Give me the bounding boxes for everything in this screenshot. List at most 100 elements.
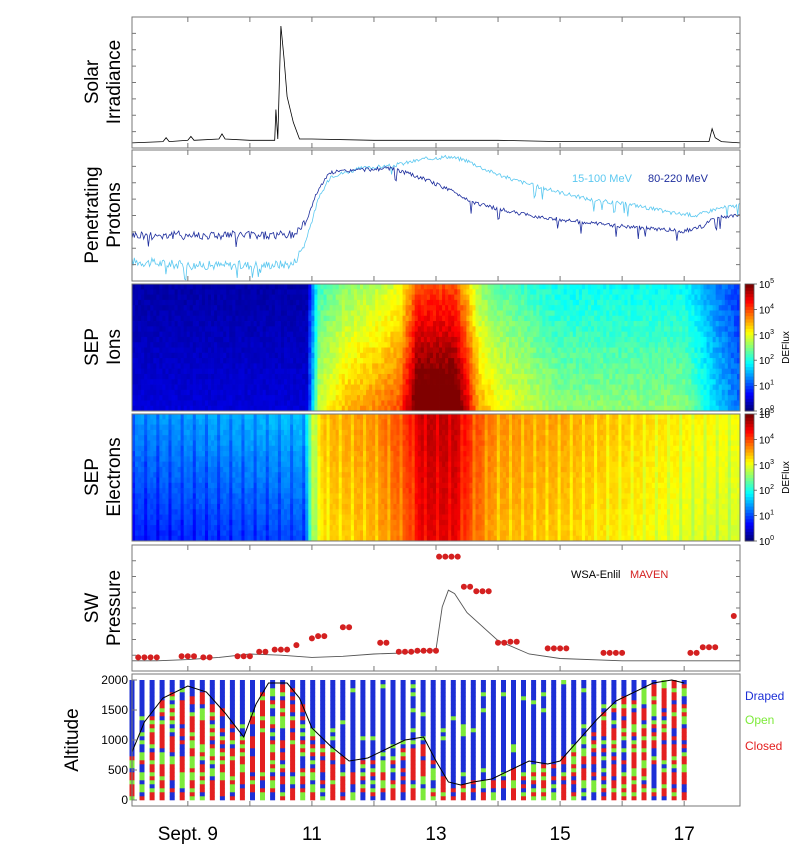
- heatmap-cell: [667, 321, 671, 327]
- heatmap-cell: [235, 284, 239, 290]
- heatmap-cell: [490, 373, 495, 380]
- heatmap-cell: [572, 379, 577, 385]
- heatmap-cell: [329, 305, 334, 311]
- heatmap-cell: [639, 389, 644, 396]
- heatmap-cell: [667, 315, 671, 322]
- heatmap-cell: [539, 400, 543, 407]
- heatmap-cell: [466, 373, 470, 380]
- heatmap-cell: [314, 363, 318, 370]
- heatmap-cell: [588, 352, 592, 359]
- heatmap-cell: [721, 363, 726, 370]
- heatmap-cell: [569, 289, 574, 295]
- heatmap-cell: [679, 400, 683, 407]
- heatmap-cell: [481, 321, 486, 327]
- heatmap-cell: [557, 347, 562, 354]
- heatmap-cell: [244, 305, 248, 311]
- heatmap-cell: [317, 368, 321, 375]
- heatmap-cell: [423, 395, 428, 401]
- heatmap-cell: [411, 373, 416, 380]
- heatmap-cell: [293, 384, 297, 391]
- heatmap-cell: [542, 405, 546, 412]
- heatmap-cell: [703, 352, 707, 359]
- heatmap-cell: [350, 405, 355, 412]
- heatmap-cell: [168, 358, 172, 364]
- heatmap-cell: [594, 326, 598, 333]
- heatmap-cell: [566, 331, 571, 338]
- heatmap-cell: [201, 384, 206, 391]
- heatmap-cell: [341, 352, 346, 359]
- heatmap-cell: [317, 294, 321, 301]
- heatmap-cell: [338, 336, 343, 343]
- heatmap-cell: [521, 400, 525, 407]
- heatmap-cell: [569, 331, 574, 338]
- heatmap-cell: [475, 358, 479, 364]
- heatmap-cell: [250, 310, 254, 317]
- heatmap-cell: [648, 373, 653, 380]
- heatmap-cell: [578, 321, 583, 327]
- heatmap-cell: [664, 347, 668, 354]
- heatmap-cell: [241, 305, 245, 311]
- heatmap-cell: [508, 331, 513, 338]
- heatmap-cell: [621, 305, 625, 311]
- heatmap-cell: [721, 379, 726, 385]
- heatmap-cell: [247, 400, 251, 407]
- heatmap-cell: [703, 363, 707, 370]
- heatmap-cell: [676, 384, 680, 391]
- heatmap-cell: [457, 326, 461, 333]
- heatmap-cell: [341, 305, 346, 311]
- heatmap-cell: [353, 336, 358, 343]
- heatmap-cell: [490, 284, 495, 290]
- heatmap-cell: [466, 289, 470, 295]
- heatmap-cell: [700, 289, 704, 295]
- heatmap-cell: [542, 389, 546, 396]
- heatmap-cell: [253, 305, 258, 311]
- heatmap-cell: [323, 315, 327, 322]
- heatmap-cell: [402, 331, 406, 338]
- heatmap-cell: [250, 289, 254, 295]
- heatmap-cell: [189, 395, 194, 401]
- heatmap-cell: [454, 284, 458, 290]
- heatmap-cell: [633, 368, 638, 375]
- heatmap-cell: [168, 368, 172, 375]
- heatmap-cell: [274, 299, 279, 306]
- heatmap-cell: [575, 321, 580, 327]
- heatmap-cell: [174, 299, 178, 306]
- heatmap-cell: [545, 405, 549, 412]
- heatmap-cell: [563, 400, 568, 407]
- heatmap-cell: [436, 321, 440, 327]
- heatmap-cell: [551, 321, 555, 327]
- heatmap-cell: [217, 379, 221, 385]
- heatmap-cell: [554, 336, 558, 343]
- heatmap-cell: [597, 405, 601, 412]
- heatmap-cell: [211, 389, 215, 396]
- heatmap-cell: [478, 368, 482, 375]
- heatmap-cell: [238, 331, 242, 338]
- heatmap-cell: [168, 363, 172, 370]
- heatmap-cell: [387, 310, 391, 317]
- heatmap-cell: [156, 305, 160, 311]
- heatmap-cell: [417, 347, 422, 354]
- heatmap-cell: [533, 405, 537, 412]
- heatmap-cell: [524, 284, 528, 290]
- heatmap-cell: [727, 347, 732, 354]
- heatmap-cell: [442, 384, 446, 391]
- heatmap-cell: [138, 389, 142, 396]
- heatmap-cell: [712, 384, 717, 391]
- heatmap-cell: [280, 384, 285, 391]
- heatmap-cell: [515, 336, 519, 343]
- heatmap-cell: [353, 326, 358, 333]
- heatmap-cell: [204, 315, 209, 322]
- heatmap-cell: [676, 326, 680, 333]
- heatmap-cell: [180, 405, 185, 412]
- heatmap-cell: [353, 331, 358, 338]
- heatmap-cell: [271, 352, 276, 359]
- heatmap-cell: [244, 284, 248, 290]
- heatmap-cell: [290, 368, 294, 375]
- heatmap-cell: [697, 373, 701, 380]
- heatmap-cell: [682, 336, 686, 343]
- heatmap-cell: [360, 336, 364, 343]
- heatmap-cell: [533, 336, 537, 343]
- heatmap-cell: [378, 315, 382, 322]
- heatmap-cell: [551, 352, 555, 359]
- heatmap-cell: [350, 368, 355, 375]
